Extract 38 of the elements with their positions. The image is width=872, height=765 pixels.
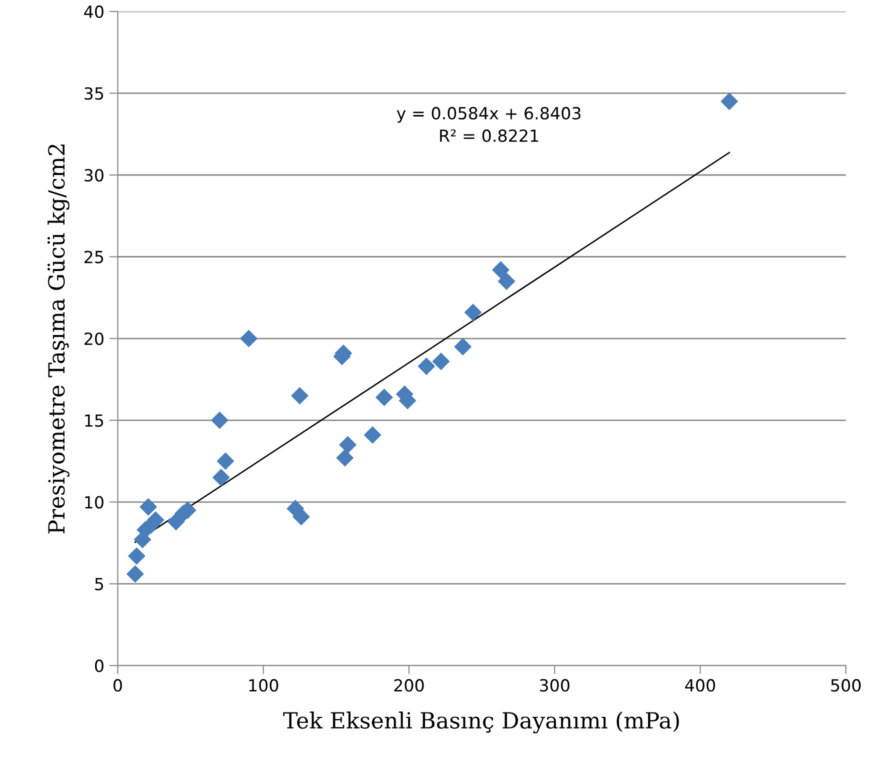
point [492, 261, 510, 279]
y-tick-label: 10 [85, 496, 104, 509]
y-tick-label: 5 [95, 578, 104, 590]
point [364, 426, 382, 444]
x-tick-label: 200 [394, 679, 424, 692]
y-tick-label: 20 [84, 332, 104, 346]
annotation: y = 0.0584x + 6.8403 R² = 0.8221 [396, 106, 580, 142]
y-tick-label: 30 [84, 168, 104, 182]
point [128, 547, 146, 565]
point [454, 338, 472, 356]
point [216, 452, 234, 470]
y-tick-label: 15 [85, 414, 104, 427]
point [210, 411, 228, 430]
point [126, 565, 144, 583]
x-tick-label: 400 [685, 679, 716, 692]
y-tick-label: 0 [95, 660, 104, 672]
point [418, 358, 436, 376]
y-tick-label: 25 [84, 250, 104, 264]
x-tick-label: 100 [249, 679, 278, 692]
x-tick-label: 300 [540, 679, 570, 692]
x-tick-label: 0 [114, 679, 122, 692]
x-axis-title: Tek Eksenli Basınç Dayanımı (mPa) [283, 712, 679, 734]
point [336, 449, 354, 467]
point [339, 436, 357, 454]
point [290, 386, 309, 405]
point [292, 508, 310, 526]
point [720, 92, 738, 110]
point [240, 330, 258, 348]
point [432, 352, 450, 370]
point [375, 388, 393, 406]
point [212, 468, 230, 486]
x-tick-label: 500 [831, 679, 861, 692]
y-tick-label: 35 [84, 87, 104, 100]
point [140, 498, 158, 516]
point [498, 272, 516, 290]
y-tick-label: 40 [84, 5, 104, 18]
y-axis-title: Presiyometre Taşıma Gücü kg/cm2 [47, 144, 70, 534]
point [464, 304, 482, 322]
